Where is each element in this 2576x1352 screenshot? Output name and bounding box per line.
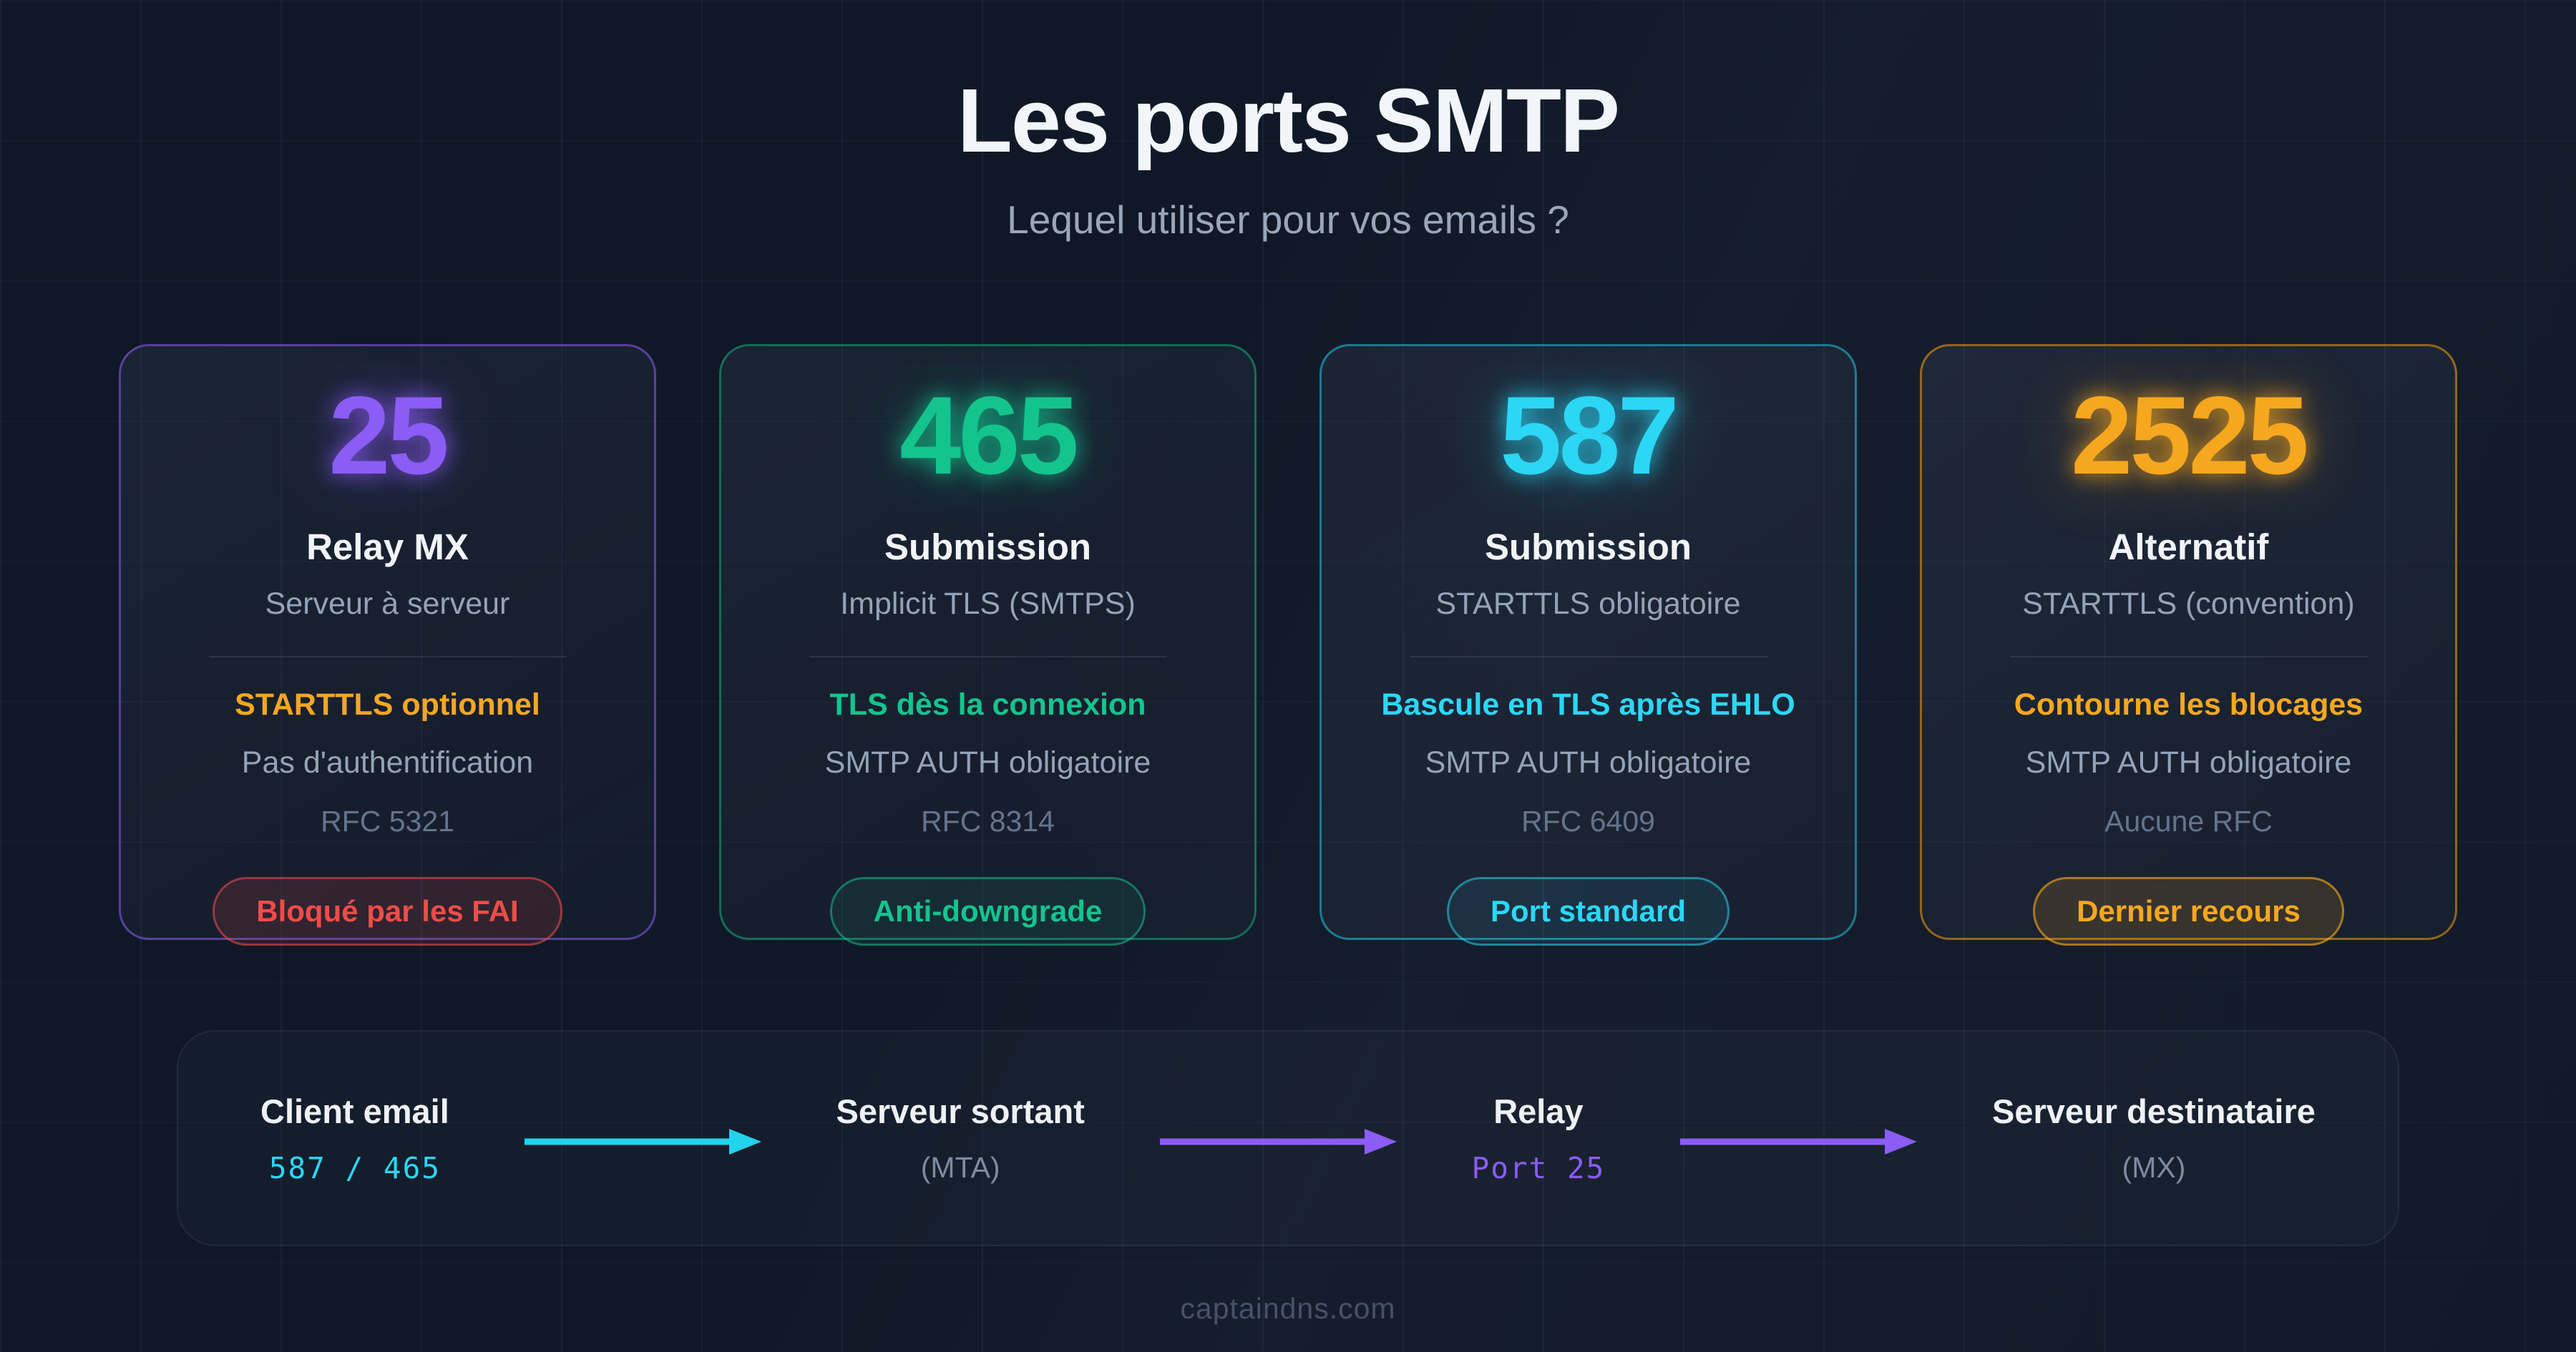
rfc-reference: RFC 5321: [321, 804, 454, 838]
feature-primary: STARTTLS optionnel: [235, 687, 540, 722]
flow-arrow-icon: [1159, 1129, 1397, 1155]
flow-arrow-icon: [524, 1129, 761, 1155]
rfc-reference: RFC 8314: [921, 804, 1055, 838]
port-number: 25: [328, 373, 449, 497]
port-card-465: 465 Submission Implicit TLS (SMTPS) TLS …: [719, 344, 1257, 946]
flow-node-role: (MTA): [920, 1151, 1000, 1184]
flow-node-relay: Relay Port 25: [1472, 1092, 1606, 1185]
feature-secondary: Pas d'authentification: [241, 745, 534, 780]
feature-primary: TLS dès la connexion: [829, 687, 1146, 722]
rfc-reference: RFC 6409: [1521, 804, 1655, 838]
port-description: Implicit TLS (SMTPS): [840, 586, 1136, 621]
flow-node-ports: 587 / 465: [268, 1150, 441, 1185]
flow-node-title: Serveur destinataire: [1991, 1092, 2316, 1130]
footer: captaindns.com: [0, 1292, 2576, 1326]
status-badge: Anti-downgrade: [829, 876, 1146, 946]
flow-node-serveur-destinataire: Serveur destinataire (MX): [1992, 1092, 2316, 1185]
port-number: 587: [1500, 373, 1679, 497]
flow-arrow-icon: [1680, 1129, 1918, 1155]
port-card-25: 25 Relay MX Serveur à serveur STARTTLS o…: [119, 344, 656, 946]
flow-node-title: Serveur sortant: [836, 1092, 1085, 1130]
status-badge: Dernier recours: [2033, 876, 2344, 946]
feature-primary: Contourne les blocages: [2014, 687, 2363, 722]
port-description: STARTTLS obligatoire: [1435, 586, 1741, 621]
divider: [2009, 655, 2368, 657]
header: Les ports SMTP Lequel utiliser pour vos …: [0, 0, 2576, 243]
footer-site-name: captaindns.com: [1180, 1292, 1396, 1325]
mail-flow-diagram: Client email 587 / 465 Serveur sortant (…: [177, 1030, 2399, 1246]
flow-node-role: (MX): [2122, 1151, 2186, 1184]
feature-secondary: SMTP AUTH obligatoire: [824, 745, 1151, 780]
status-badge: Port standard: [1446, 876, 1730, 946]
feature-secondary: SMTP AUTH obligatoire: [2025, 745, 2352, 780]
flow-node-title: Client email: [260, 1092, 449, 1130]
status-badge: Bloqué par les FAI: [213, 876, 562, 946]
port-name: Submission: [1484, 526, 1692, 567]
flow-node-serveur-sortant: Serveur sortant (MTA): [836, 1092, 1084, 1185]
port-name: Submission: [884, 526, 1092, 567]
port-card-587: 587 Submission STARTTLS obligatoire Basc…: [1319, 344, 1857, 946]
port-number: 2525: [2071, 373, 2309, 497]
page-subtitle: Lequel utiliser pour vos emails ?: [1007, 197, 1569, 242]
port-description: Serveur à serveur: [265, 586, 510, 621]
port-number: 465: [899, 373, 1079, 497]
feature-secondary: SMTP AUTH obligatoire: [1425, 745, 1752, 780]
rfc-reference: Aucune RFC: [2104, 804, 2273, 838]
port-name: Alternatif: [2108, 526, 2269, 567]
feature-primary: Bascule en TLS après EHLO: [1381, 687, 1795, 722]
divider: [809, 655, 1167, 657]
port-description: STARTTLS (convention): [2022, 586, 2355, 621]
divider: [208, 655, 567, 657]
port-name: Relay MX: [306, 526, 469, 567]
flow-node-client-email: Client email 587 / 465: [260, 1092, 449, 1185]
flow-node-port: Port 25: [1471, 1150, 1606, 1185]
divider: [1409, 655, 1767, 657]
flow-node-title: Relay: [1493, 1092, 1584, 1130]
page-title: Les ports SMTP: [957, 70, 1620, 171]
port-cards-row: 25 Relay MX Serveur à serveur STARTTLS o…: [0, 344, 2576, 946]
port-card-2525: 2525 Alternatif STARTTLS (convention) Co…: [1920, 344, 2457, 946]
